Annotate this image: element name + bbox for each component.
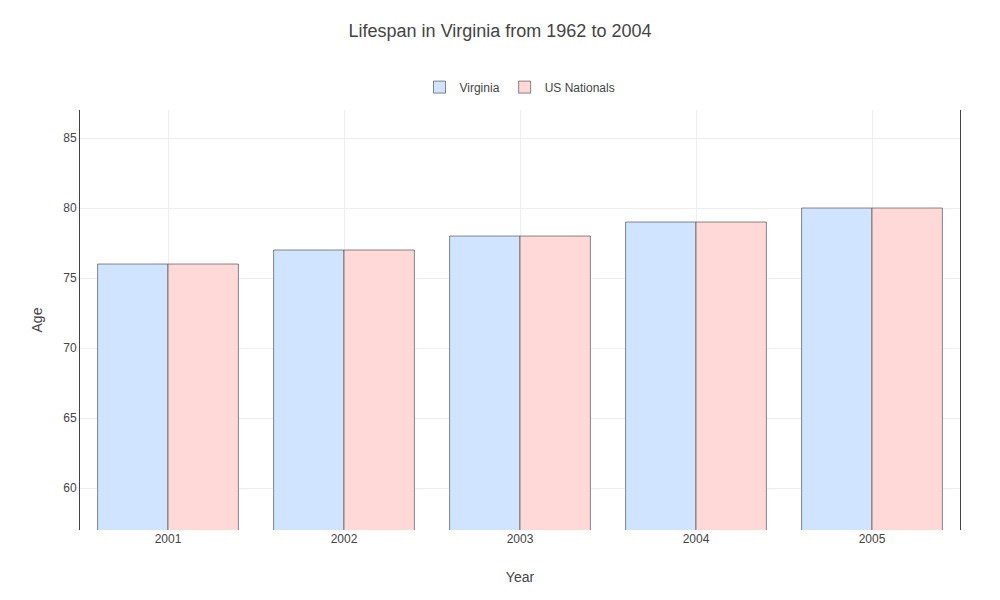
- svg-text:60: 60: [63, 481, 77, 495]
- svg-text:2003: 2003: [507, 532, 534, 546]
- svg-text:2004: 2004: [683, 532, 710, 546]
- svg-text:70: 70: [63, 341, 77, 355]
- svg-text:75: 75: [63, 271, 77, 285]
- svg-text:Virginia: Virginia: [460, 81, 500, 95]
- svg-text:Lifespan in Virginia from 1962: Lifespan in Virginia from 1962 to 2004: [349, 21, 652, 41]
- svg-text:2005: 2005: [859, 532, 886, 546]
- svg-text:2001: 2001: [155, 532, 182, 546]
- svg-text:Year: Year: [506, 569, 535, 585]
- svg-text:2002: 2002: [331, 532, 358, 546]
- svg-text:65: 65: [63, 411, 77, 425]
- svg-text:Age: Age: [29, 307, 45, 332]
- svg-text:85: 85: [63, 131, 77, 145]
- svg-text:80: 80: [63, 201, 77, 215]
- svg-text:US Nationals: US Nationals: [545, 81, 615, 95]
